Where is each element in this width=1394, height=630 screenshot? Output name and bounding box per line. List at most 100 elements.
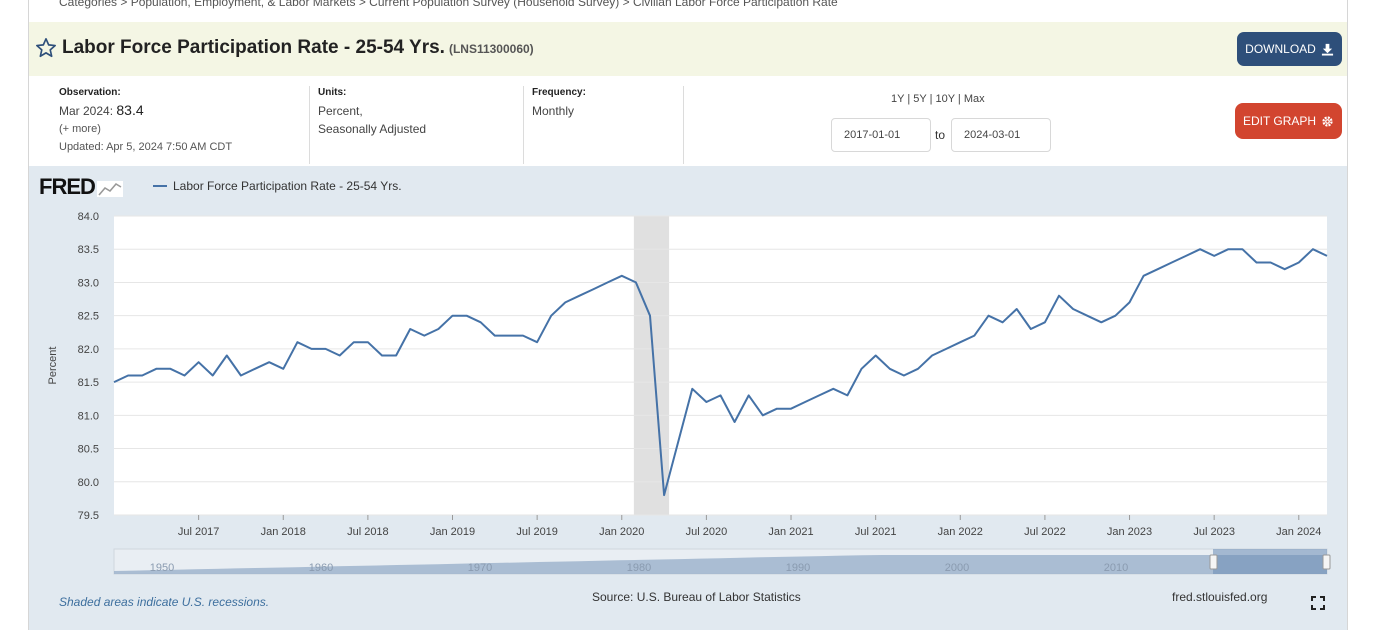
data-point[interactable]	[464, 313, 470, 319]
data-point[interactable]	[210, 372, 216, 378]
data-point[interactable]	[224, 353, 230, 359]
data-point[interactable]	[1197, 246, 1203, 252]
range-10y[interactable]: 10Y	[935, 93, 955, 105]
data-point[interactable]	[548, 313, 554, 319]
data-point[interactable]	[1014, 306, 1020, 312]
data-point[interactable]	[252, 366, 258, 372]
data-point[interactable]	[308, 346, 314, 352]
data-point[interactable]	[591, 286, 597, 292]
data-point[interactable]	[661, 492, 667, 498]
series-line[interactable]	[113, 248, 1328, 497]
breadcrumb[interactable]: Categories > Population, Employment, & L…	[59, 0, 838, 9]
data-point[interactable]	[844, 392, 850, 398]
data-point[interactable]	[703, 399, 709, 405]
data-point[interactable]	[647, 313, 653, 319]
data-point[interactable]	[294, 339, 300, 345]
data-point[interactable]	[830, 386, 836, 392]
data-point[interactable]	[534, 339, 540, 345]
data-point[interactable]	[562, 299, 568, 305]
data-point[interactable]	[280, 366, 286, 372]
navigator-handle[interactable]	[1322, 554, 1331, 570]
data-point[interactable]	[1239, 246, 1245, 252]
data-point[interactable]	[1084, 313, 1090, 319]
data-point[interactable]	[1155, 266, 1161, 272]
site-link[interactable]: fred.stlouisfed.org	[1172, 590, 1268, 604]
data-point[interactable]	[605, 279, 611, 285]
data-point[interactable]	[1268, 260, 1274, 266]
data-point[interactable]	[520, 333, 526, 339]
edit-graph-button[interactable]: EDIT GRAPH	[1235, 103, 1342, 139]
data-point[interactable]	[957, 339, 963, 345]
data-point[interactable]	[774, 406, 780, 412]
data-point[interactable]	[985, 313, 991, 319]
data-point[interactable]	[125, 372, 131, 378]
data-point[interactable]	[1324, 253, 1330, 259]
data-point[interactable]	[788, 406, 794, 412]
data-point[interactable]	[478, 319, 484, 325]
data-point[interactable]	[873, 353, 879, 359]
data-point[interactable]	[266, 359, 272, 365]
data-point[interactable]	[1070, 306, 1076, 312]
data-point[interactable]	[167, 366, 173, 372]
data-point[interactable]	[619, 273, 625, 279]
data-point[interactable]	[238, 372, 244, 378]
data-point[interactable]	[182, 372, 188, 378]
data-point[interactable]	[407, 326, 413, 332]
data-point[interactable]	[718, 392, 724, 398]
data-point[interactable]	[492, 333, 498, 339]
data-point[interactable]	[351, 339, 357, 345]
data-point[interactable]	[887, 366, 893, 372]
data-point[interactable]	[435, 326, 441, 332]
navigator-handle[interactable]	[1209, 554, 1218, 570]
data-point[interactable]	[153, 366, 159, 372]
star-icon[interactable]	[35, 37, 57, 59]
data-point[interactable]	[139, 372, 145, 378]
data-point[interactable]	[337, 353, 343, 359]
data-point[interactable]	[1225, 246, 1231, 252]
data-point[interactable]	[365, 339, 371, 345]
data-point[interactable]	[576, 293, 582, 299]
data-point[interactable]	[760, 412, 766, 418]
data-point[interactable]	[1211, 253, 1217, 259]
data-point[interactable]	[746, 392, 752, 398]
download-button[interactable]: DOWNLOAD	[1237, 32, 1342, 66]
navigator-selection[interactable]	[1213, 549, 1327, 574]
range-1y[interactable]: 1Y	[891, 93, 905, 105]
data-point[interactable]	[915, 366, 921, 372]
range-max[interactable]: Max	[963, 93, 985, 105]
data-point[interactable]	[802, 399, 808, 405]
data-point[interactable]	[1000, 319, 1006, 325]
data-point[interactable]	[1042, 319, 1048, 325]
data-point[interactable]	[393, 353, 399, 359]
data-point[interactable]	[1169, 260, 1175, 266]
data-point[interactable]	[929, 353, 935, 359]
data-point[interactable]	[943, 346, 949, 352]
end-date-input[interactable]	[951, 118, 1051, 152]
data-point[interactable]	[689, 386, 695, 392]
data-point[interactable]	[506, 333, 512, 339]
data-point[interactable]	[421, 333, 427, 339]
data-point[interactable]	[1282, 266, 1288, 272]
data-point[interactable]	[1183, 253, 1189, 259]
data-point[interactable]	[1127, 299, 1133, 305]
data-point[interactable]	[901, 372, 907, 378]
data-point[interactable]	[971, 333, 977, 339]
data-point[interactable]	[1098, 319, 1104, 325]
data-point[interactable]	[323, 346, 329, 352]
start-date-input[interactable]	[831, 118, 931, 152]
fullscreen-icon[interactable]	[1311, 596, 1325, 610]
range-5y[interactable]: 5Y	[913, 93, 927, 105]
data-point[interactable]	[816, 392, 822, 398]
data-point[interactable]	[1296, 260, 1302, 266]
data-point[interactable]	[859, 366, 865, 372]
data-point[interactable]	[196, 359, 202, 365]
more-link[interactable]: (+ more)	[59, 123, 101, 135]
data-point[interactable]	[379, 353, 385, 359]
data-point[interactable]	[450, 313, 456, 319]
data-point[interactable]	[111, 379, 117, 385]
data-point[interactable]	[732, 419, 738, 425]
data-point[interactable]	[1310, 246, 1316, 252]
data-point[interactable]	[1056, 293, 1062, 299]
data-point[interactable]	[675, 439, 681, 445]
data-point[interactable]	[1112, 313, 1118, 319]
